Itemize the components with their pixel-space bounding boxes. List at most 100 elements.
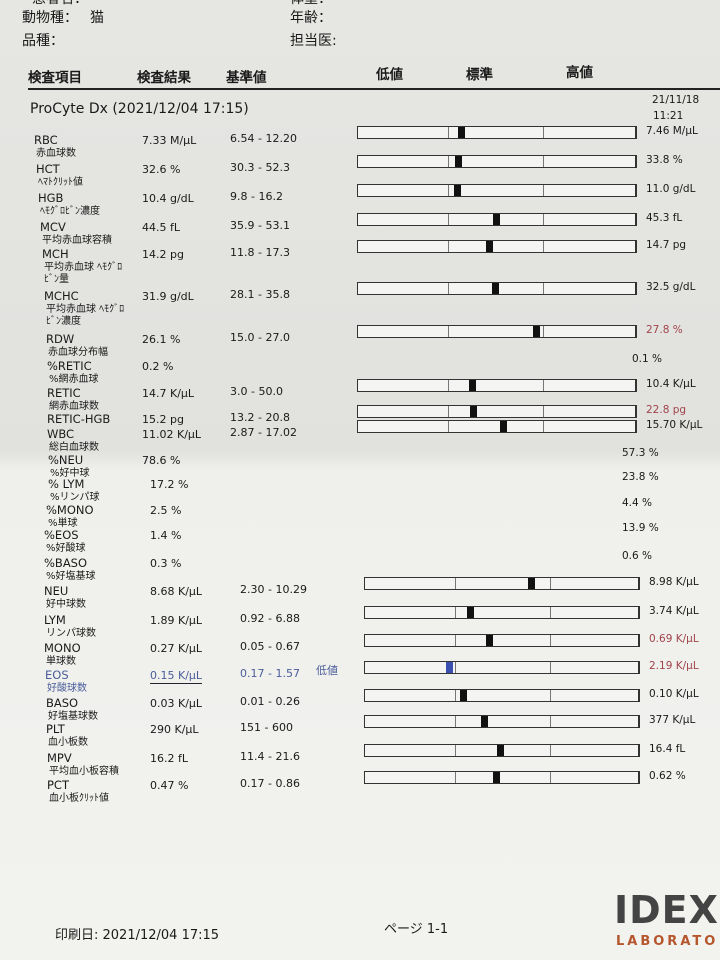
page-number: ページ 1-1 (384, 922, 449, 937)
row-result: 31.9 g/dL (142, 290, 194, 303)
row-prior: 14.7 pg (646, 239, 687, 251)
row-range: 0.01 - 0.26 (240, 695, 300, 708)
result-marker (485, 635, 493, 646)
row-result: 78.6 % (142, 454, 181, 467)
row-code: HCT (36, 162, 60, 176)
high-divider (543, 127, 544, 138)
row-jp-label: 平均赤血球 ﾍﾓｸﾞﾛﾋﾞﾝ量 (44, 262, 123, 285)
row-range: 15.0 - 27.0 (230, 331, 290, 344)
range-bar (357, 184, 637, 197)
range-bar (357, 405, 637, 418)
row-prior: 22.8 pg (646, 404, 687, 416)
row-result: 0.27 K/µL (150, 642, 203, 655)
row-code: EOS (45, 668, 69, 682)
row-code: WBC (47, 427, 75, 441)
header-rule (28, 88, 720, 90)
row-result: 8.68 K/µL (150, 585, 203, 598)
row-jp-label: リンパ球数 (46, 628, 96, 639)
range-bar (364, 577, 640, 590)
row-code: MCV (40, 220, 66, 234)
low-divider (455, 716, 456, 727)
breed-label: 品種： (22, 33, 64, 49)
row-jp-label: 血小板ｸﾘｯﾄ値 (49, 793, 109, 804)
row-code: MPV (47, 751, 72, 765)
print-date: 印刷日: 2021/12/04 17:15 (55, 928, 220, 943)
result-marker (458, 127, 466, 138)
row-jp-label: %網赤血球 (49, 374, 99, 385)
row-code: MCHC (44, 289, 79, 303)
run-title: ProCyte Dx (2021/12/04 17:15) (30, 101, 249, 117)
low-divider (448, 156, 449, 167)
row-result: 0.15 K/µL (150, 669, 203, 684)
row-code: MONO (44, 641, 81, 655)
range-bar (364, 715, 640, 728)
high-divider (543, 185, 544, 196)
result-marker (527, 578, 535, 589)
row-code: RDW (46, 332, 75, 346)
row-result: 2.5 % (150, 504, 182, 517)
low-divider (448, 241, 449, 252)
row-jp-label: 平均赤血球 ﾍﾓｸﾞﾛﾋﾞﾝ濃度 (46, 304, 125, 327)
high-divider (550, 772, 551, 783)
range-bar (364, 606, 640, 619)
row-result: 0.47 % (150, 779, 189, 792)
patient-name-label: 患者名： (32, 0, 88, 8)
doctor-label: 担当医: (290, 33, 337, 49)
row-jp-label: 平均血小板容積 (49, 766, 119, 777)
high-divider (550, 690, 551, 701)
row-code: %NEU (48, 453, 84, 467)
row-prior: 2.19 K/µL (649, 660, 699, 672)
row-range: 2.30 - 10.29 (240, 583, 307, 596)
low-divider (455, 635, 456, 646)
row-jp-label: %好塩基球 (46, 571, 96, 582)
row-prior: 0.62 % (649, 770, 686, 782)
row-code: MCH (42, 247, 69, 261)
range-bar (364, 661, 640, 674)
low-divider (455, 662, 456, 673)
row-jp-label: %好中球 (50, 468, 90, 479)
row-code: %RETIC (47, 359, 92, 373)
col-normal: 標準 (466, 67, 493, 83)
range-bar (364, 771, 640, 784)
high-divider (543, 241, 544, 252)
row-jp-label: %リンパ球 (50, 492, 100, 503)
row-prior: 16.4 fL (649, 743, 686, 755)
row-range: 9.8 - 16.2 (230, 190, 283, 203)
low-divider (455, 607, 456, 618)
row-prior: 11.0 g/dL (646, 183, 696, 195)
row-range: 3.0 - 50.0 (230, 385, 283, 398)
high-divider (543, 421, 544, 432)
low-divider (448, 185, 449, 196)
result-marker (459, 690, 467, 701)
result-marker (496, 745, 504, 756)
high-divider (550, 635, 551, 646)
high-divider (543, 214, 544, 225)
low-divider (448, 127, 449, 138)
low-divider (455, 772, 456, 783)
row-result: 290 K/µL (150, 723, 199, 736)
row-code: PLT (46, 722, 65, 736)
row-range: 0.92 - 6.88 (240, 612, 300, 625)
row-range: 2.87 - 17.02 (230, 426, 297, 439)
col-low: 低値 (376, 67, 403, 83)
row-result: 15.2 pg (142, 413, 184, 426)
row-result: 44.5 fL (142, 221, 180, 234)
row-code: HGB (38, 191, 64, 205)
high-divider (543, 406, 544, 417)
result-marker (486, 241, 494, 252)
species-label: 動物種： (22, 10, 78, 26)
row-range: 0.17 - 1.57 (240, 667, 300, 680)
row-code: BASO (46, 696, 79, 710)
range-bar (357, 282, 637, 295)
row-prior: 0.69 K/µL (649, 633, 699, 645)
row-result: 14.7 K/µL (142, 387, 195, 400)
prior-date: 21/11/18 (652, 94, 700, 106)
row-prior: 57.3 % (622, 447, 659, 459)
result-marker (499, 421, 507, 432)
row-code: %BASO (44, 556, 88, 570)
row-result: 7.33 M/µL (142, 134, 197, 147)
row-result: 11.02 K/µL (142, 428, 202, 441)
result-marker (492, 214, 500, 225)
low-divider (448, 214, 449, 225)
result-marker (468, 380, 476, 391)
